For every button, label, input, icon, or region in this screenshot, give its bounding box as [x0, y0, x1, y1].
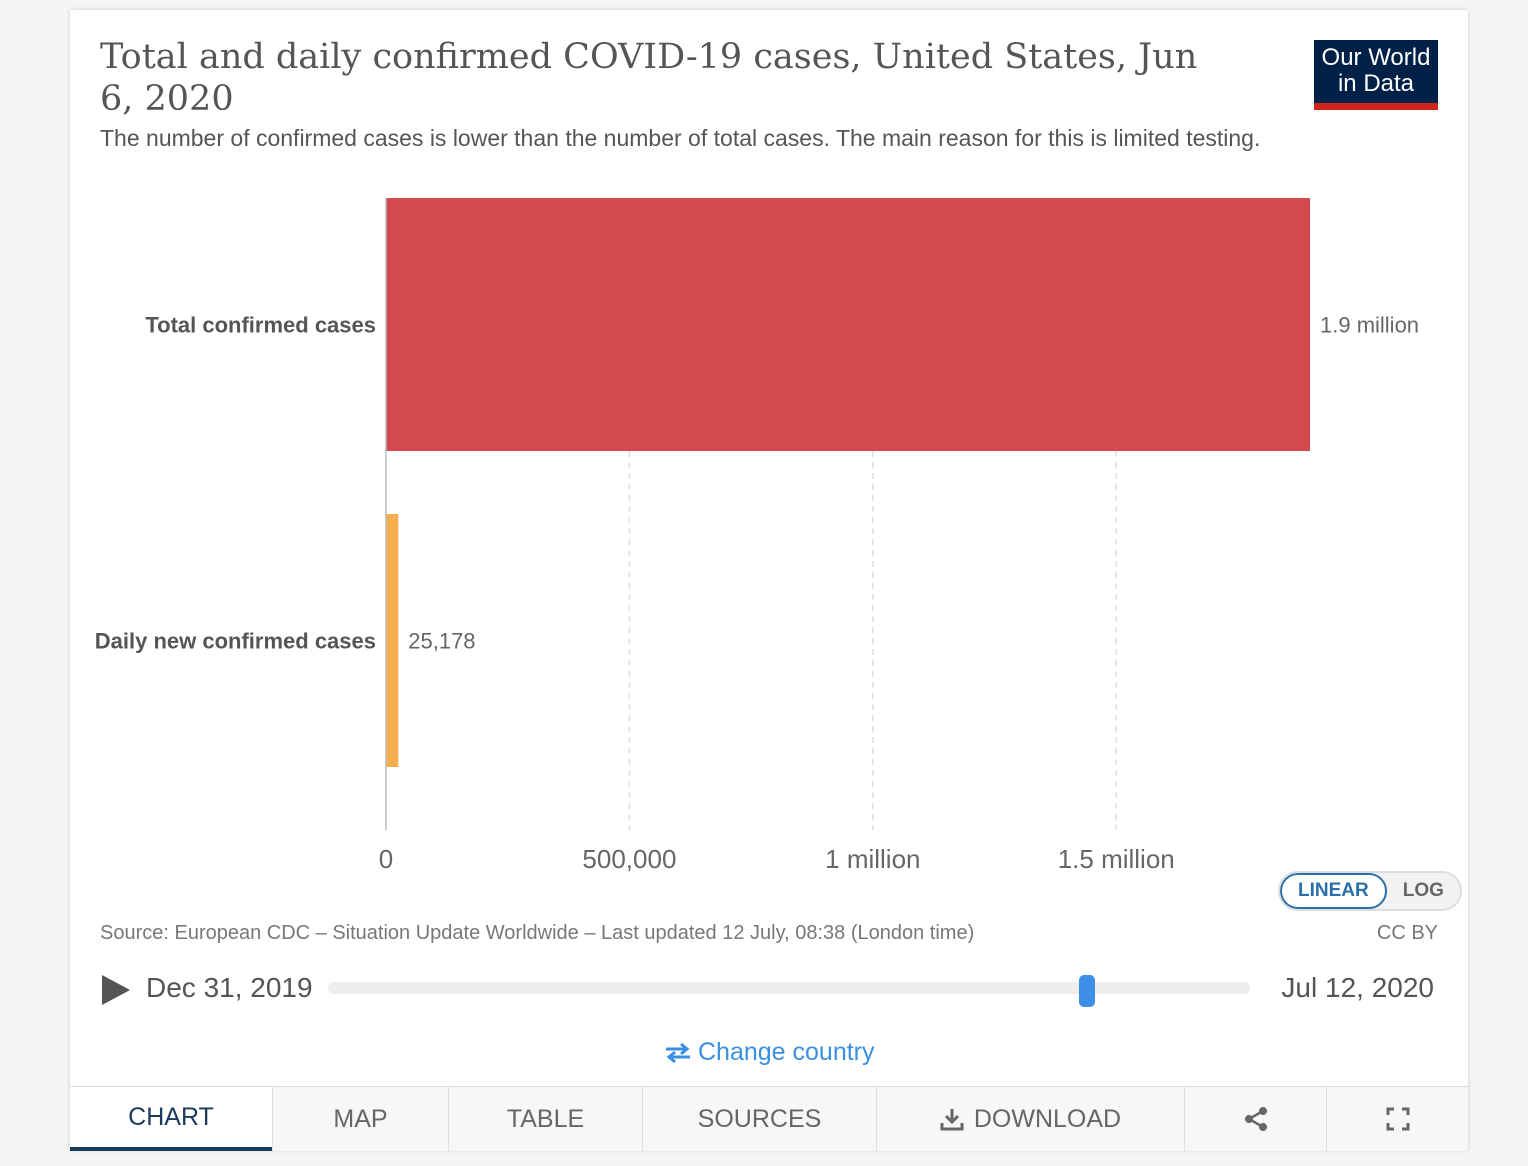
source-note[interactable]: Source: European CDC – Situation Update …: [100, 922, 975, 944]
scale-toggle: LINEAR LOG: [1278, 871, 1462, 911]
tab-chart-label: CHART: [128, 1102, 214, 1131]
bar-chart: Total confirmed cases 1.9 million Daily ne…: [95, 198, 1419, 874]
change-country-button[interactable]: Change country: [664, 1038, 875, 1067]
timeline-track[interactable]: [328, 975, 1250, 1007]
chart-subtitle: The number of confirmed cases is lower t…: [100, 125, 1261, 151]
logo-line-1: Our World: [1321, 44, 1431, 71]
play-icon[interactable]: [100, 975, 130, 1005]
x-tick-label: 1 million: [825, 844, 920, 874]
bar: [386, 198, 1310, 451]
tab-fullscreen[interactable]: [1326, 1087, 1468, 1151]
timeline-handle[interactable]: [1078, 975, 1095, 1007]
tab-table[interactable]: TABLE: [448, 1087, 642, 1151]
tab-map-label: MAP: [333, 1104, 388, 1133]
chart-title: Total and daily confirmed COVID-19 cases…: [100, 37, 1198, 119]
log-scale-button[interactable]: LOG: [1402, 880, 1444, 901]
timeline-start-date: Dec 31, 2019: [146, 972, 313, 1003]
download-icon: [940, 1109, 964, 1131]
tab-sources[interactable]: SOURCES: [642, 1087, 876, 1151]
x-tick-label: 0: [379, 844, 393, 874]
license-link[interactable]: CC BY: [1376, 922, 1438, 944]
tab-download[interactable]: DOWNLOAD: [876, 1087, 1184, 1151]
value-label: 25,178: [408, 629, 475, 654]
linear-scale-button[interactable]: LINEAR: [1280, 873, 1387, 909]
category-label: Daily new confirmed cases: [95, 629, 376, 654]
timeline-end-date: Jul 12, 2020: [1281, 972, 1434, 1003]
tab-share[interactable]: [1184, 1087, 1326, 1151]
swap-arrows-icon: [666, 1042, 690, 1063]
chart-card: Total and daily confirmed COVID-19 cases…: [70, 10, 1468, 1151]
tab-bar: CHART MAP TABLE SOURCES DOWNLOAD: [70, 1086, 1468, 1151]
x-tick-label: 500,000: [582, 844, 676, 874]
owid-logo[interactable]: Our World in Data: [1314, 40, 1438, 110]
x-tick-label: 1.5 million: [1058, 844, 1175, 874]
change-country-label: Change country: [698, 1038, 875, 1066]
share-icon: [1244, 1107, 1267, 1131]
tab-map[interactable]: MAP: [272, 1087, 448, 1151]
tab-chart[interactable]: CHART: [70, 1087, 272, 1151]
tab-download-label: DOWNLOAD: [973, 1104, 1122, 1133]
category-label: Total confirmed cases: [145, 313, 376, 338]
fullscreen-icon: [1386, 1107, 1409, 1131]
timeline: Dec 31, 2019 Jul 12, 2020: [100, 968, 1438, 1012]
value-label: 1.9 million: [1320, 313, 1419, 338]
logo-line-2: in Data: [1337, 70, 1415, 97]
bar: [386, 514, 399, 767]
tab-table-label: TABLE: [506, 1104, 585, 1133]
tab-sources-label: SOURCES: [697, 1104, 822, 1133]
